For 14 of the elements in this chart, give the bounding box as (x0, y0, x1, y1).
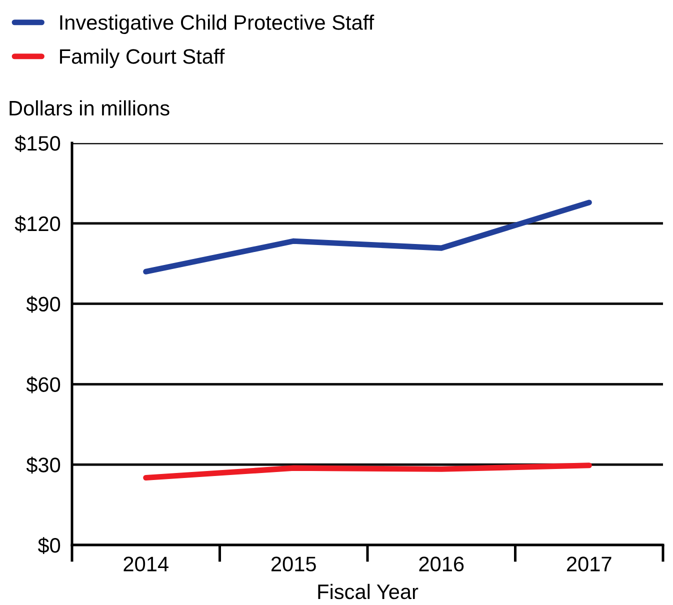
x-axis-title: Fiscal Year (318, 584, 418, 600)
x-tick-label: 2016 (419, 556, 464, 572)
x-tick-label: 2017 (567, 556, 612, 572)
y-tick-label: $0 (38, 537, 60, 554)
y-tick-label: $120 (14, 216, 60, 232)
x-tick-label: 2014 (124, 556, 168, 572)
y-axis-title: Dollars in millions (10, 100, 170, 116)
x-tick-label: 2015 (272, 556, 316, 572)
y-tick-label: $60 (26, 376, 60, 394)
y-tick-label: $150 (14, 135, 60, 152)
legend-label: Family Court Staff (60, 48, 225, 68)
y-tick-label: $30 (26, 456, 60, 474)
legend-label: Investigative Child Protective Staff (60, 14, 374, 34)
y-tick-label: $90 (26, 296, 60, 313)
